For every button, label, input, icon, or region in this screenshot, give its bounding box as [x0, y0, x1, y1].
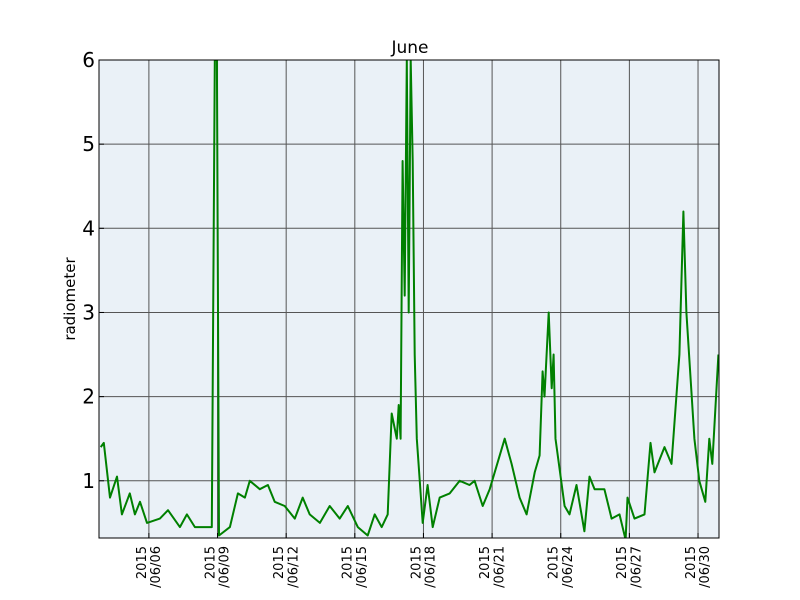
x-tick-label: 2015/06/27: [615, 546, 644, 588]
y-tick-label: 3: [82, 300, 95, 324]
x-tick-label: 2015/06/09: [203, 546, 232, 588]
x-tick-label: 2015/06/06: [135, 546, 164, 588]
x-tick-label: 2015/06/30: [684, 546, 713, 588]
y-tick-label: 5: [82, 132, 95, 156]
chart-title: June: [390, 38, 428, 58]
x-tick-label: 2015/06/12: [272, 546, 301, 588]
y-tick-label: 4: [82, 216, 95, 240]
x-tick-label: 2015/06/24: [547, 546, 576, 588]
x-tick-label: 2015/06/21: [478, 546, 507, 588]
x-tick-label: 2015/06/18: [409, 546, 438, 588]
data-line: [99, 60, 719, 538]
plot-frame: [98, 59, 720, 539]
x-tick-label: 2015/06/15: [341, 546, 370, 588]
y-tick-label: 1: [82, 469, 95, 493]
y-tick-label: 6: [82, 48, 95, 72]
y-axis-label: radiometer: [61, 256, 79, 340]
y-tick-label: 2: [82, 385, 95, 409]
